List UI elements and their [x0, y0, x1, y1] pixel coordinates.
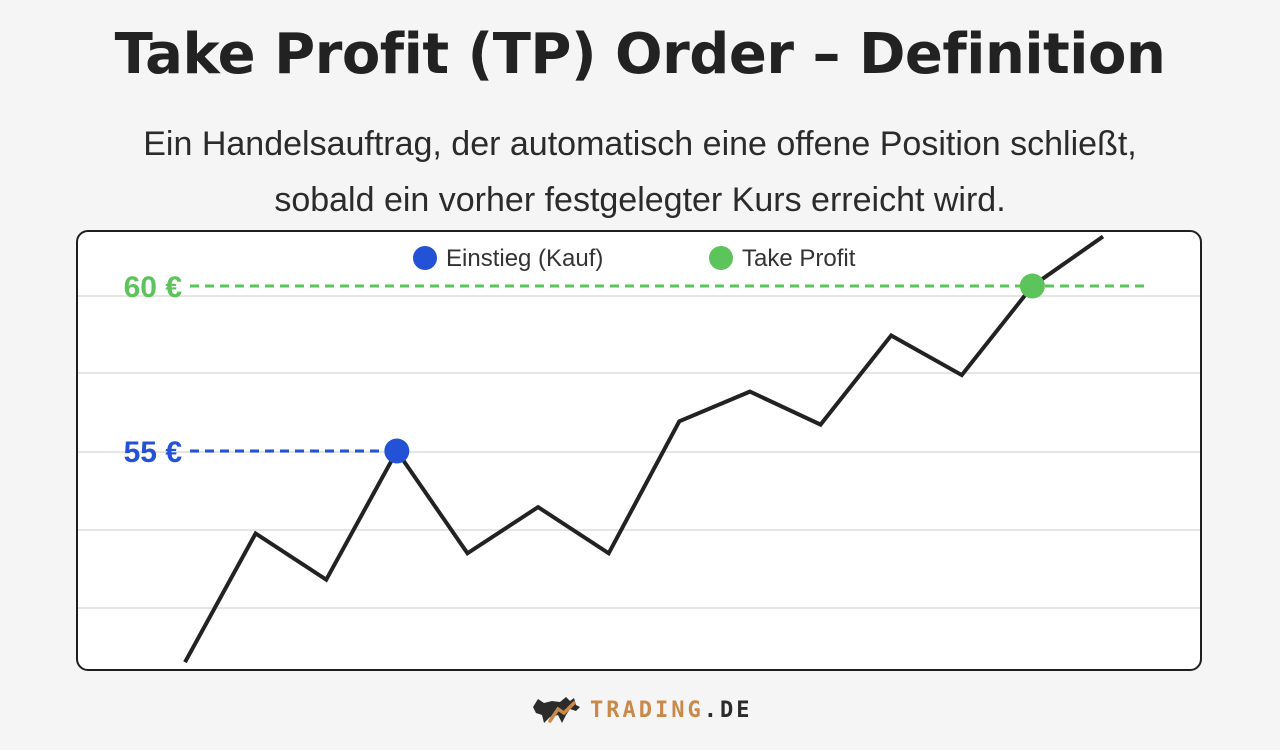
- line-layer: [183, 234, 1105, 664]
- brand-logo: TRADING.DE: [530, 690, 752, 730]
- legend: Einstieg (Kauf) Take Profit: [413, 245, 856, 272]
- logo-trading-text: TRADING: [590, 697, 704, 723]
- legend-swatch: [413, 246, 437, 270]
- marker-layer: [384, 273, 1045, 464]
- legend-swatch: [709, 246, 733, 270]
- level-label: 55 €: [124, 436, 183, 469]
- logo-domain-text: .DE: [703, 697, 753, 723]
- page-title: Take Profit (TP) Order – Definition: [114, 22, 1166, 87]
- logo-text: TRADING.DE: [590, 698, 752, 723]
- page-subtitle: Ein Handelsauftrag, der automatisch eine…: [143, 125, 1137, 219]
- level-layer: 60 € 55 €: [124, 271, 1148, 469]
- take-profit-marker: [1019, 273, 1045, 299]
- legend-label: Take Profit: [742, 245, 856, 272]
- chart-frame: 60 € 55 € Einstieg (Kauf) Take Profit: [76, 230, 1202, 671]
- entry-marker: [384, 438, 410, 464]
- grid-layer: [78, 295, 1200, 609]
- price-line: [183, 234, 1105, 664]
- line-chart: 60 € 55 € Einstieg (Kauf) Take Profit: [78, 234, 1200, 664]
- level-label: 60 €: [124, 271, 183, 304]
- legend-label: Einstieg (Kauf): [446, 245, 603, 272]
- bull-logo-icon: [533, 697, 580, 723]
